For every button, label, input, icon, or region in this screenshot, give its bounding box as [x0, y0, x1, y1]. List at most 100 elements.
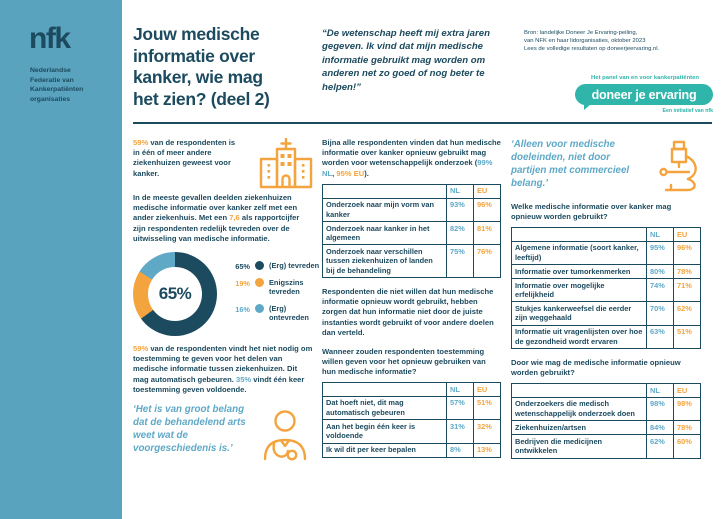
table-info-types: NL EU Algemene informatie (soort kanker, l… — [511, 227, 701, 350]
quote-medical-purposes: ‘Alleen voor medische doeleinden, niet d… — [511, 139, 630, 189]
value-cell: 80% — [646, 264, 674, 280]
legend-value: 19% — [235, 278, 250, 288]
value-cell: 8% — [446, 442, 474, 458]
legend-item: 16% (Erg) ontevreden — [230, 304, 327, 323]
table-row: Ik wil dit per keer bepalen 8% 13% — [322, 442, 501, 458]
label-cell: Informatie over tumorkenmerken — [511, 264, 647, 280]
value-cell: 62% — [673, 301, 701, 326]
value-cell: 62% — [646, 434, 674, 459]
donut-hole: 65% — [148, 267, 202, 322]
label-cell: Stukjes kankerweefsel die eerder zijn we… — [511, 301, 647, 326]
legend-value: 65% — [235, 261, 250, 271]
legend-item: 19% Enigszins tevreden — [230, 278, 327, 297]
quote-microscope-row: ‘Alleen voor medische doeleinden, niet d… — [511, 138, 704, 195]
value-cell: 13% — [473, 442, 501, 458]
table-row: Onderzoek naar verschillen tussen zieken… — [322, 244, 501, 279]
legend-label: Enigszins tevreden — [269, 277, 304, 297]
value-cell: 98% — [646, 396, 674, 422]
table-reuse-by: NL EU Onderzoekers die medisch wetenschapp… — [511, 383, 701, 459]
label-cell: Onderzoek naar mijn vorm van kanker — [322, 197, 447, 223]
value-cell: 96% — [473, 197, 501, 223]
value-cell: 98% — [673, 396, 701, 422]
para-text: , — [332, 168, 337, 178]
table-row: Informatie uit vragenlijsten over hoe de… — [511, 324, 701, 350]
table-row: Onderzoek naar mijn vorm van kanker 93% 96… — [322, 197, 501, 223]
value-cell: 95% — [646, 240, 674, 266]
organization-name: Nederlandse Federatie van Kankerpatiënte… — [30, 67, 84, 103]
column-header: EU — [473, 382, 501, 397]
value-cell: 51% — [673, 324, 701, 350]
donut-chart: 65% — [133, 252, 217, 337]
column-header: NL — [446, 382, 474, 397]
para-reuse: Bijna alle respondenten vinden dat hun m… — [322, 138, 501, 179]
para-exchange: In de meeste gevallen deelden ziekenhuiz… — [133, 193, 314, 244]
table-header-row: NL EU — [511, 383, 701, 398]
value-cell: 71% — [673, 278, 701, 303]
satisfaction-chart: 65% 65% (Erg) tevreden 19% Enigszins tev… — [133, 252, 319, 337]
table-header-row: NL EU — [511, 227, 701, 242]
para-text: van de respondenten vindt het niet nodig… — [133, 344, 313, 384]
quote-science: “De wetenschap heeft mij extra jaren geg… — [322, 28, 490, 93]
value-cell: 63% — [646, 324, 674, 350]
corner-cell — [322, 382, 447, 397]
table-consent-timing: NL EU Dat hoeft niet, dit mag automatisch … — [322, 382, 501, 458]
corner-cell — [511, 227, 647, 242]
table-header-row: NL EU — [322, 183, 501, 199]
table-row: Informatie over tumorkenmerken 80% 78% — [511, 264, 701, 280]
corner-cell — [322, 183, 447, 199]
donut-center-value: 65% — [158, 284, 192, 304]
legend-label: (Erg) tevreden — [269, 260, 320, 270]
corner-cell — [511, 383, 647, 398]
stat-value: 59% — [133, 344, 149, 354]
para-concerns: Respondenten die niet willen dat hun med… — [322, 287, 494, 337]
badge-pill: doneer je ervaring — [575, 84, 713, 110]
table-row: Stukjes kankerweefsel die eerder zijn we… — [511, 301, 701, 326]
stat-nl: 99% NL — [322, 158, 493, 178]
value-cell: 74% — [646, 278, 674, 303]
column-hospital-exchange: 59% van de respondenten is in één of mee… — [133, 138, 319, 467]
column-reuse-research: Bijna alle respondenten vinden dat hun m… — [322, 138, 501, 458]
legend-item: 65% (Erg) tevreden — [230, 261, 327, 271]
label-cell: Aan het begin één keer is voldoende — [322, 419, 447, 444]
table-row: Informatie over mogelijke erfelijkheid 74… — [511, 278, 701, 303]
table-row: Aan het begin één keer is voldoende 31% 32… — [322, 419, 501, 444]
column-header: EU — [673, 227, 701, 242]
page-title: Jouw medische informatie over kanker, wi… — [133, 24, 270, 109]
value-cell: 78% — [673, 264, 701, 280]
heading-info-types: Welke medische informatie over kanker ma… — [511, 202, 672, 221]
label-cell: Dat hoeft niet, dit mag automatisch gebe… — [322, 395, 447, 421]
table-header-row: NL EU — [322, 382, 501, 397]
value-cell: 78% — [673, 420, 701, 436]
value-cell: 75% — [446, 244, 474, 279]
value-cell: 81% — [473, 221, 501, 246]
para-consent: 59% van de respondenten vindt het niet n… — [133, 344, 314, 395]
table-row: Dat hoeft niet, dit mag automatisch gebe… — [322, 395, 501, 421]
stat-hospitals: 59% van de respondenten is in één of mee… — [133, 138, 237, 179]
badge-tagline: Het panel van en voor kankerpatiënten — [590, 75, 700, 81]
label-cell: Informatie over mogelijke erfelijkheid — [511, 278, 647, 303]
table-research-types: NL EU Onderzoek naar mijn vorm van kanker 9… — [322, 183, 501, 279]
value-cell: 93% — [446, 197, 474, 223]
hospital-icon — [259, 138, 313, 189]
para-text: vindt één keer toestemming geven voldoen… — [133, 374, 305, 394]
stat-hospitals-row: 59% van de respondenten is in één of mee… — [133, 138, 314, 190]
table-row: Ziekenhuizen/artsen 84% 78% — [511, 420, 701, 436]
value-cell: 32% — [473, 419, 501, 444]
legend-dot — [255, 278, 264, 288]
value-cell: 84% — [646, 420, 674, 436]
column-header: NL — [646, 383, 674, 398]
label-cell: Bedrijven die medicijnen ontwikkelen — [511, 434, 647, 459]
para-text: ). — [364, 168, 369, 178]
value-cell: 76% — [473, 244, 501, 279]
source-note: Bron: landelijke Doneer Je Ervaring-peil… — [524, 30, 660, 52]
value-cell: 82% — [446, 221, 474, 246]
label-cell: Onderzoekers die medisch wetenschappelij… — [511, 396, 647, 422]
sidebar: nfk Nederlandse Federatie van Kankerpati… — [0, 0, 122, 519]
label-cell: Algemene informatie (soort kanker, leeft… — [511, 240, 647, 266]
label-cell: Informatie uit vragenlijsten over hoe de… — [511, 324, 647, 350]
stat-text: van de respondenten is in één of meer an… — [133, 138, 236, 178]
legend-value: 16% — [235, 304, 250, 314]
value-cell: 70% — [646, 301, 674, 326]
value-cell: 57% — [446, 395, 474, 421]
